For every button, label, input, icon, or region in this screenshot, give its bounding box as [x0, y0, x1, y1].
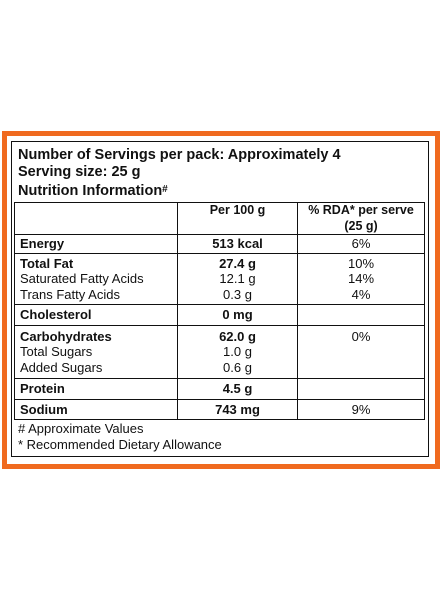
nutrient-name: Carbohydrates: [20, 328, 112, 344]
table-row-carbohydrates-group: Carbohydrates Total Sugars Added Sugars …: [14, 324, 425, 379]
nutrient-name: Trans Fatty Acids: [20, 286, 120, 302]
per100-value: 1.0 g: [223, 344, 252, 359]
nutrient-name: Sodium: [14, 398, 178, 420]
rda-value: [297, 304, 425, 326]
per100-value: 0 mg: [177, 304, 298, 326]
per100-value: 62.0 g: [219, 328, 256, 344]
rda-value: 14%: [347, 271, 375, 286]
column-header-per-100g: Per 100 g: [177, 202, 298, 235]
rda-value-group: 0%: [297, 324, 425, 379]
nutrient-name: Energy: [14, 234, 178, 254]
nutrition-table: Per 100 g % RDA* per serve (25 g) Energy…: [14, 202, 425, 420]
rda-value: 4%: [351, 286, 371, 302]
table-row-energy: Energy 513 kcal 6%: [14, 234, 425, 254]
label-frame: Number of Servings per pack: Approximate…: [2, 131, 440, 469]
column-header-rda: % RDA* per serve (25 g): [297, 202, 425, 235]
nutrition-information-text: Nutrition Information: [18, 183, 163, 199]
table-row-sodium: Sodium 743 mg 9%: [14, 398, 425, 420]
nutrition-label: Number of Servings per pack: Approximate…: [11, 141, 429, 457]
approximate-mark: #: [162, 184, 168, 195]
per100-value-group: 62.0 g 1.0 g 0.6 g: [177, 324, 298, 379]
rda-value: 10%: [347, 255, 375, 271]
column-header-nutrient: [14, 202, 178, 235]
per100-value: 4.5 g: [177, 378, 298, 400]
nutrient-name: Total Sugars: [20, 344, 93, 359]
table-row-protein: Protein 4.5 g: [14, 378, 425, 400]
table-row-cholesterol: Cholesterol 0 mg: [14, 304, 425, 326]
footnote-rda: * Recommended Dietary Allowance: [18, 437, 222, 452]
per100-value: 0.6 g: [223, 359, 252, 375]
per100-value: 12.1 g: [219, 271, 256, 286]
nutrient-name: Protein: [14, 378, 178, 400]
table-header-row: Per 100 g % RDA* per serve (25 g): [14, 202, 425, 235]
nutrient-name: Cholesterol: [14, 304, 178, 326]
rda-value: [297, 378, 425, 400]
rda-value: 0%: [351, 328, 371, 344]
servings-per-pack: Number of Servings per pack: Approximate…: [18, 147, 341, 163]
serving-size: Serving size: 25 g: [18, 164, 141, 180]
nutrient-name-group: Carbohydrates Total Sugars Added Sugars: [14, 324, 178, 379]
nutrient-name-group: Total Fat Saturated Fatty Acids Trans Fa…: [14, 252, 178, 305]
per100-value: 27.4 g: [219, 255, 256, 271]
per100-value: 513 kcal: [177, 234, 298, 254]
nutrient-name: Saturated Fatty Acids: [20, 271, 144, 286]
per100-value: 0.3 g: [223, 286, 252, 302]
per100-value-group: 27.4 g 12.1 g 0.3 g: [177, 252, 298, 305]
footnote-approximate: # Approximate Values: [18, 421, 144, 436]
nutrient-name: Added Sugars: [20, 359, 103, 375]
per100-value: 743 mg: [177, 398, 298, 420]
rda-value-group: 10% 14% 4%: [297, 252, 425, 305]
table-row-fat-group: Total Fat Saturated Fatty Acids Trans Fa…: [14, 252, 425, 305]
nutrient-name: Total Fat: [20, 255, 74, 271]
rda-value: 6%: [297, 234, 425, 254]
nutrition-information-title: Nutrition Information#: [18, 181, 168, 200]
rda-value: 9%: [297, 398, 425, 420]
